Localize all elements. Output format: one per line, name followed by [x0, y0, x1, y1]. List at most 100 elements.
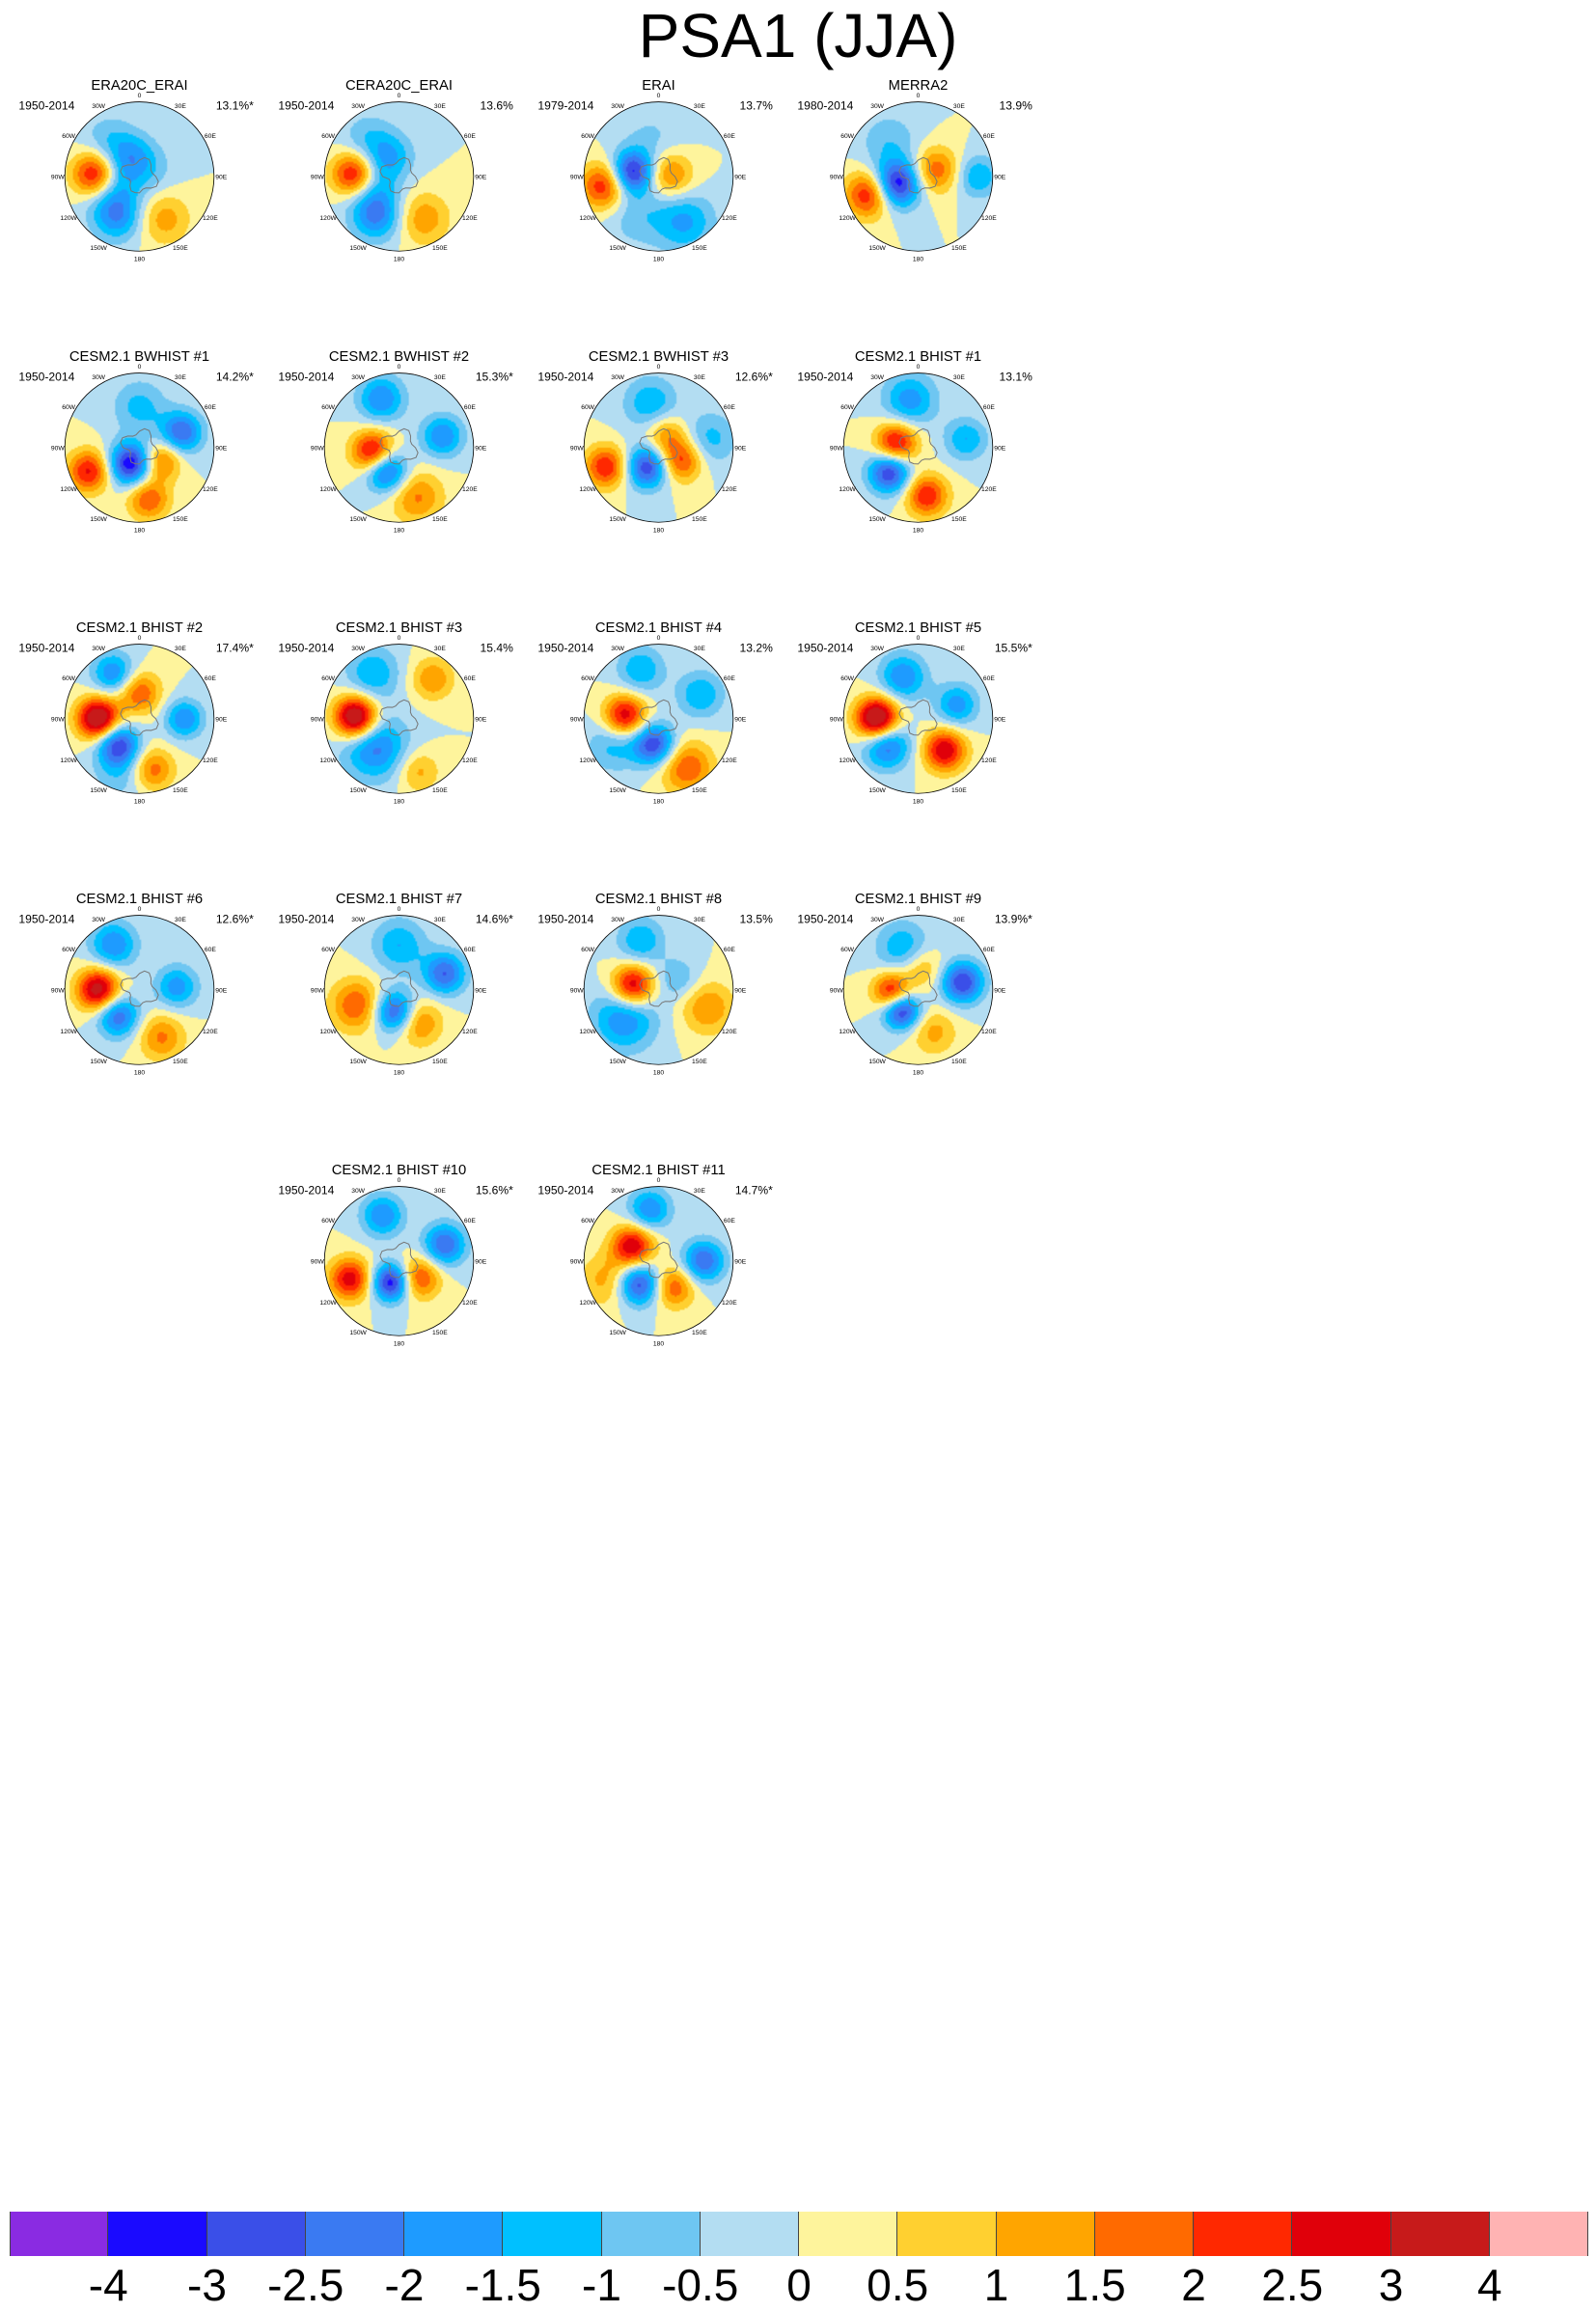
polar-map: 0 30E 60E 90E 120E 150E 180 150W 120W 90W 60W 30W — [830, 635, 1006, 805]
coastline — [639, 699, 678, 736]
polar-map: 0 30E 60E 90E 120E 150E 180 150W 120W 90W 60W 30W — [311, 635, 487, 805]
longitude-label: 30W — [611, 1188, 624, 1195]
field-shading — [65, 101, 214, 252]
longitude-label: 120E — [722, 1029, 737, 1035]
longitude-label: 90W — [51, 717, 65, 724]
panel-period: 1950-2014 — [278, 1183, 335, 1197]
longitude-label: 90E — [734, 988, 746, 995]
longitude-label: 150W — [868, 516, 886, 523]
longitude-label: 150W — [90, 1059, 107, 1065]
longitude-label: 0 — [917, 364, 921, 371]
map-boundary — [64, 644, 215, 794]
field-shading — [843, 372, 993, 523]
longitude-label: 90E — [215, 717, 227, 724]
longitude-label: 120E — [981, 486, 997, 493]
longitude-label: 30W — [351, 103, 365, 110]
panel-title: CESM2.1 BHIST #6 — [75, 890, 204, 907]
panel-title: CESM2.1 BHIST #4 — [594, 619, 723, 636]
longitude-label: 30W — [351, 1188, 365, 1195]
longitude-label: 150W — [868, 1059, 886, 1065]
map-boundary — [323, 1186, 475, 1336]
panel-period: 1950-2014 — [18, 98, 75, 113]
longitude-label: 0 — [917, 635, 921, 642]
coastline — [639, 1241, 678, 1279]
longitude-label: 150W — [349, 516, 367, 523]
longitude-label: 60W — [581, 133, 594, 140]
coastline — [120, 970, 159, 1007]
panel-title: CESM2.1 BHIST #7 — [335, 890, 463, 907]
longitude-label: 120W — [579, 486, 596, 493]
longitude-label: 90W — [830, 175, 843, 181]
colorbar-swatch — [305, 2212, 404, 2256]
longitude-label: 90W — [570, 1259, 584, 1266]
longitude-label: 90E — [475, 446, 486, 453]
longitude-label: 60E — [724, 1218, 735, 1225]
longitude-label: 30E — [434, 103, 446, 110]
panel-variance: 14.2%* — [215, 370, 254, 384]
longitude-label: 90W — [311, 446, 324, 453]
colorbar-swatch — [404, 2212, 504, 2256]
longitude-label: 60E — [983, 947, 995, 953]
longitude-label: 60W — [321, 1218, 335, 1225]
longitude-label: 0 — [657, 1177, 661, 1184]
colorbar-tick-label: 1.5 — [1063, 2260, 1126, 2310]
panel-title: CESM2.1 BWHIST #1 — [69, 347, 210, 365]
map-panel: ERAI 1979-2014 13.7% 0 30E 60E 90E 120E 150E 180 1… — [529, 77, 788, 344]
longitude-label: 120E — [722, 215, 737, 222]
colorbar-swatch — [1489, 2212, 1588, 2256]
longitude-label: 120W — [839, 1029, 856, 1035]
panel-title: CESM2.1 BHIST #11 — [592, 1161, 726, 1178]
longitude-label: 30W — [870, 646, 884, 652]
longitude-label: 150W — [868, 787, 886, 794]
longitude-label: 60E — [464, 404, 476, 411]
longitude-label: 30W — [611, 917, 624, 923]
longitude-label: 0 — [138, 906, 142, 913]
map-boundary — [323, 644, 475, 794]
longitude-label: 120W — [319, 757, 337, 764]
longitude-label: 150E — [692, 1059, 707, 1065]
longitude-label: 150E — [951, 245, 967, 252]
polar-map: 0 30E 60E 90E 120E 150E 180 150W 120W 90W 60W 30W — [570, 906, 747, 1076]
longitude-label: 150W — [90, 245, 107, 252]
map-boundary — [842, 372, 994, 523]
longitude-label: 120W — [839, 215, 856, 222]
polar-map: 0 30E 60E 90E 120E 150E 180 150W 120W 90W 60W 30W — [51, 906, 228, 1076]
longitude-label: 60W — [62, 675, 75, 682]
colorbar-tick-label: -3 — [187, 2260, 227, 2310]
colorbar-tick-label: -0.5 — [662, 2260, 739, 2310]
longitude-label: 90E — [994, 446, 1005, 453]
longitude-label: 30E — [175, 374, 186, 381]
longitude-label: 150E — [692, 787, 707, 794]
map-panel: CESM2.1 BHIST #2 1950-2014 17.4%* 0 30E 60E 90… — [10, 619, 269, 886]
longitude-label: 30E — [434, 374, 446, 381]
longitude-label: 120W — [579, 757, 596, 764]
longitude-label: 60W — [321, 404, 335, 411]
map-panel: CESM2.1 BHIST #10 1950-2014 15.6%* 0 30E 60E 9… — [269, 1162, 529, 1428]
panel-period: 1950-2014 — [537, 912, 594, 926]
map-panel: CESM2.1 BWHIST #3 1950-2014 12.6%* 0 30E 60E 9… — [529, 348, 788, 615]
panel-variance: 14.7%* — [734, 1183, 773, 1197]
field-shading — [324, 915, 474, 1065]
map-panel: CESM2.1 BHIST #7 1950-2014 14.6%* 0 30E 60E 90… — [269, 891, 529, 1157]
longitude-label: 150E — [692, 1330, 707, 1336]
longitude-label: 180 — [394, 798, 404, 805]
panel-period: 1950-2014 — [18, 370, 75, 384]
longitude-label: 150W — [609, 245, 626, 252]
map-panel: CESM2.1 BWHIST #2 1950-2014 15.3%* 0 30E 60E 9… — [269, 348, 529, 615]
longitude-label: 120E — [462, 215, 478, 222]
longitude-label: 60E — [464, 947, 476, 953]
longitude-label: 30E — [953, 646, 965, 652]
longitude-label: 180 — [913, 798, 923, 805]
longitude-label: 90W — [311, 175, 324, 181]
longitude-label: 180 — [394, 1069, 404, 1076]
field-shading — [584, 372, 733, 523]
panel-variance: 15.5%* — [994, 641, 1032, 655]
longitude-label: 150W — [349, 787, 367, 794]
longitude-label: 180 — [134, 1069, 145, 1076]
longitude-label: 30E — [694, 103, 705, 110]
longitude-label: 90E — [475, 717, 486, 724]
coastline — [379, 970, 419, 1007]
longitude-label: 30W — [92, 646, 105, 652]
longitude-label: 150E — [692, 245, 707, 252]
panel-variance: 17.4%* — [215, 641, 254, 655]
